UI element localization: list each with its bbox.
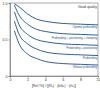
plot-frame (10, 3, 98, 76)
tick: 0 (10, 76, 12, 82)
tick-label: 8 (80, 78, 82, 82)
tick-label: 0 (10, 78, 12, 82)
tick: 6 (62, 76, 64, 82)
series-label: Prebending (83, 56, 98, 60)
tick-label: 4 (45, 78, 47, 82)
axis-line (9, 4, 11, 77)
annotation: Good quality (78, 5, 97, 9)
tick-mark (9, 76, 11, 77)
tick-label: 10 (97, 78, 100, 82)
tick: 10 (97, 76, 100, 82)
tick-mark (9, 3, 11, 4)
tick: 8 (80, 76, 82, 82)
tick-label: 6 (62, 78, 64, 82)
tick-mark (9, 40, 11, 41)
axis-line (11, 77, 99, 78)
chart: 0 2 4 6 8 10 0 0.5 1.0 [Ref.Th] / [(f/f₀) · (b/b₀… (0, 0, 100, 88)
tick: 0.5 (3, 38, 11, 42)
series-line (14, 5, 98, 35)
x-axis-title: [Ref.Th] / [(f/f₀) · (b/b₀) · (t/t₀)] (32, 84, 76, 88)
lines (14, 4, 98, 65)
series-labels: Without prebending Prebending Prebending +… (52, 25, 98, 69)
tick-label: 2 (27, 78, 29, 82)
tick: 4 (45, 76, 47, 82)
y-axis: 0 0.5 1.0 (3, 2, 11, 79)
tick-label: 0.5 (3, 38, 8, 42)
series-line (14, 21, 98, 55)
series-label: Without prebending (73, 65, 98, 69)
tick: 0 (6, 75, 11, 79)
series-label: Optimal prebending (73, 25, 98, 29)
tick: 2 (27, 76, 29, 82)
tick: 1.0 (3, 2, 11, 6)
series-line (14, 4, 98, 25)
series-line (14, 12, 98, 46)
series-label: Prebending + positioning + clamping (52, 36, 98, 40)
tick-label: 0 (6, 75, 8, 79)
series-label: Prebending + positioning (66, 46, 97, 50)
series-line (14, 31, 98, 65)
tick-label: 1.0 (3, 2, 8, 6)
x-axis: 0 2 4 6 8 10 (10, 76, 100, 82)
